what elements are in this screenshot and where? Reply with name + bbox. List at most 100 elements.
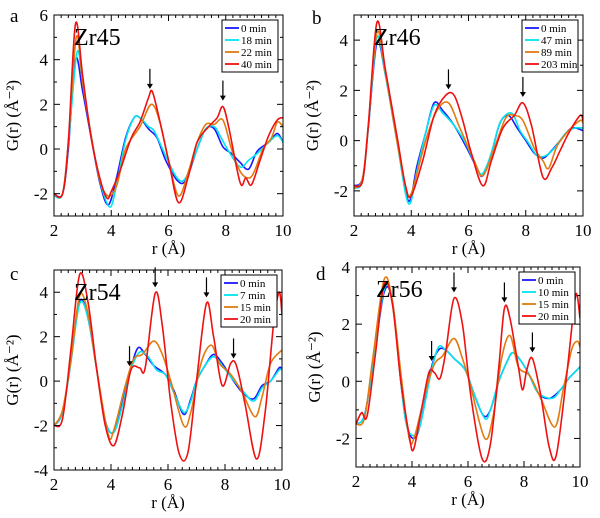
panel-letter: b — [312, 8, 322, 29]
arrow-head — [203, 292, 210, 298]
x-tick-label: 2 — [50, 475, 59, 494]
y-tick-label: -2 — [336, 429, 350, 448]
arrow-marker — [445, 69, 452, 90]
legend-entry: 7 min — [240, 290, 266, 302]
y-tick-label: 4 — [342, 258, 351, 277]
arrow-marker — [451, 272, 457, 293]
y-tick-label: 0 — [340, 132, 349, 151]
panel-title: Zr54 — [74, 280, 121, 306]
y-tick-label: 4 — [340, 31, 349, 50]
legend-entry: 20 min — [240, 314, 271, 326]
x-axis-label: r (Å) — [452, 239, 486, 258]
arrow-head — [152, 282, 159, 288]
y-tick-label: -2 — [334, 182, 348, 201]
x-tick-label: 10 — [275, 221, 292, 240]
x-tick-label: 4 — [408, 472, 417, 491]
y-tick-label: -4 — [34, 461, 49, 480]
series-line-20-min — [356, 280, 580, 463]
y-tick-label: 2 — [342, 315, 351, 334]
arrow-head — [428, 356, 435, 361]
legend-entry: 0 min — [240, 278, 266, 290]
x-tick-label: 2 — [350, 221, 359, 240]
legend-entry: 15 min — [538, 299, 569, 311]
x-tick-label: 2 — [352, 472, 361, 491]
x-tick-label: 10 — [575, 221, 592, 240]
x-tick-label: 8 — [222, 221, 231, 240]
legend-entry: 22 min — [241, 47, 272, 59]
y-tick-label: 4 — [40, 51, 49, 70]
series-line-20-min — [54, 272, 282, 462]
arrow-marker — [126, 346, 133, 367]
arrow-marker — [152, 267, 159, 288]
legend-entry: 89 min — [541, 47, 572, 59]
x-tick-label: 4 — [107, 221, 116, 240]
panel-letter: d — [316, 264, 326, 285]
x-tick-label: 8 — [221, 475, 230, 494]
x-axis-label: r (Å) — [151, 493, 185, 512]
y-axis-label: G(r) (Å⁻²) — [3, 334, 22, 405]
arrow-head — [451, 287, 457, 293]
x-tick-label: 8 — [520, 472, 529, 491]
series-line-40-min — [54, 21, 283, 204]
panel-title: Zr45 — [74, 25, 121, 51]
x-tick-label: 6 — [464, 221, 473, 240]
arrow-marker — [501, 282, 508, 303]
y-tick-label: 6 — [40, 6, 49, 25]
panel-title: Zr56 — [376, 277, 423, 303]
panel-letter: c — [10, 264, 18, 285]
legend-entry: 47 min — [541, 35, 572, 47]
x-tick-label: 2 — [50, 221, 59, 240]
y-tick-label: 2 — [340, 81, 349, 100]
x-tick-label: 4 — [107, 475, 116, 494]
panel-letter: a — [10, 6, 19, 27]
x-tick-label: 6 — [464, 472, 473, 491]
arrow-head — [126, 361, 133, 367]
y-tick-label: -2 — [34, 185, 48, 204]
y-tick-label: 0 — [40, 372, 49, 391]
arrow-marker — [219, 80, 226, 101]
x-tick-label: 6 — [164, 475, 173, 494]
y-axis-label: G(r) (Å⁻²) — [303, 80, 322, 151]
panel-title: Zr46 — [374, 25, 421, 51]
y-tick-label: -2 — [34, 417, 48, 436]
y-tick-label: 2 — [40, 328, 49, 347]
arrow-marker — [519, 76, 526, 97]
series-line-203-min — [354, 20, 583, 199]
y-tick-label: 2 — [40, 95, 49, 114]
legend-entry: 40 min — [241, 59, 272, 71]
arrow-head — [146, 83, 153, 89]
legend-entry: 0 min — [241, 23, 267, 35]
y-axis-label: G(r) (Å⁻²) — [3, 80, 22, 151]
arrow-marker — [230, 338, 237, 359]
x-axis-label: r (Å) — [451, 490, 485, 509]
y-tick-label: 4 — [40, 283, 49, 302]
legend-entry: 203 min — [541, 59, 578, 71]
series-line-15-min — [54, 292, 282, 441]
arrow-head — [230, 353, 237, 359]
x-tick-label: 8 — [522, 221, 531, 240]
arrow-marker — [146, 68, 153, 89]
y-tick-label: 0 — [40, 140, 49, 159]
legend-entry: 18 min — [241, 35, 272, 47]
arrow-head — [529, 347, 536, 353]
legend-entry: 20 min — [538, 311, 569, 323]
legend-entry: 15 min — [240, 302, 271, 314]
legend-entry: 0 min — [538, 275, 564, 287]
arrow-marker — [529, 332, 536, 353]
y-axis-label: G(r) (Å⁻²) — [305, 331, 324, 402]
arrow-marker — [203, 277, 210, 298]
legend-entry: 10 min — [538, 287, 569, 299]
x-tick-label: 6 — [164, 221, 173, 240]
y-tick-label: 0 — [342, 372, 351, 391]
x-tick-label: 10 — [572, 472, 589, 491]
x-tick-label: 10 — [274, 475, 291, 494]
arrow-head — [519, 91, 526, 97]
